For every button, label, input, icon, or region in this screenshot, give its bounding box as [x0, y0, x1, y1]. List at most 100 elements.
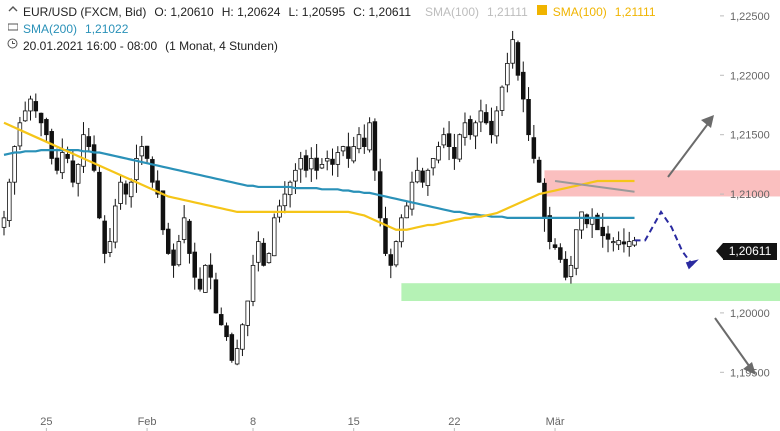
- candle-body: [457, 134, 462, 160]
- x-tick-label: 22: [448, 416, 460, 428]
- candle-body: [446, 133, 452, 147]
- projection-arrowhead: [685, 259, 699, 270]
- candle-body: [139, 146, 145, 157]
- candle-body: [626, 241, 632, 247]
- candle-body: [107, 241, 113, 253]
- candle-body: [441, 134, 447, 146]
- candle-body: [213, 279, 219, 314]
- arrow-up-head: [701, 115, 714, 128]
- candle-body: [245, 300, 250, 326]
- legend-sma200-label: SMA(200): [23, 22, 78, 36]
- candle-body: [293, 169, 298, 182]
- candle-body: [452, 147, 457, 159]
- arrow-up-line: [667, 120, 711, 178]
- candle-body: [261, 242, 266, 266]
- candle-body: [605, 233, 611, 240]
- candle-body: [510, 39, 515, 64]
- candle-body: [356, 134, 362, 150]
- x-tick-label: 25: [40, 416, 52, 428]
- candle-body: [91, 144, 97, 171]
- candle-body: [155, 180, 160, 195]
- candle-body: [7, 181, 12, 221]
- candle-body: [234, 348, 240, 365]
- candle-body: [176, 241, 182, 266]
- candle-body: [128, 181, 134, 198]
- candle-body: [600, 226, 605, 237]
- candle-body: [372, 121, 378, 171]
- candle-body: [478, 110, 484, 123]
- candle-body: [287, 181, 293, 196]
- arrow-down-line: [714, 317, 753, 371]
- x-tick-label: Mär: [546, 416, 565, 428]
- candle-body: [240, 324, 245, 350]
- arrow-down-head: [743, 362, 756, 375]
- candle-body: [335, 152, 341, 165]
- legend-sma100-grey-value: 1,21111: [487, 5, 528, 19]
- candle-body: [404, 205, 409, 219]
- candle-body: [515, 42, 521, 76]
- candle-body: [60, 152, 65, 174]
- candle-body: [340, 146, 346, 152]
- y-tick-label: 1,22000: [730, 70, 770, 82]
- projection-line: [634, 210, 694, 266]
- candle-body: [558, 247, 563, 260]
- legend-interval: (1 Monat, 4 Stunden): [165, 39, 278, 53]
- candle-body: [208, 264, 213, 278]
- y-tick-label: 1,21000: [730, 189, 770, 201]
- candle-body: [28, 98, 33, 112]
- candle-body: [531, 137, 537, 159]
- legend-sma100-grey-label: SMA(100): [425, 5, 480, 19]
- sma100-grey-line: [554, 180, 635, 193]
- candle-body: [595, 214, 600, 231]
- candle-body: [319, 163, 325, 169]
- candle-body: [165, 228, 171, 254]
- candle-body: [192, 251, 198, 278]
- y-tick-label: 1,20000: [730, 308, 770, 320]
- candle-body: [552, 244, 558, 248]
- legend-symbol: EUR/USD (FXCM, Bid): [23, 5, 147, 19]
- candle-body: [150, 159, 155, 183]
- candle-body: [346, 146, 351, 159]
- legend-low: L: 1,20595: [288, 5, 346, 19]
- candle-body: [1, 217, 7, 228]
- sma200-line: [3, 149, 635, 219]
- candle-body: [409, 181, 415, 210]
- candle-body: [118, 181, 123, 204]
- candle-body: [86, 136, 92, 147]
- candle-body: [616, 240, 621, 246]
- candle-body: [54, 157, 60, 171]
- candle-body: [250, 264, 256, 302]
- candle-body: [75, 163, 81, 184]
- candle-body: [113, 205, 118, 243]
- candle-body: [171, 249, 176, 266]
- candle-body: [579, 211, 584, 231]
- candle-body: [17, 122, 23, 147]
- candle-body: [542, 182, 547, 219]
- candle-body: [367, 122, 372, 151]
- candle-body: [65, 154, 70, 159]
- candle-body: [324, 158, 330, 162]
- candle-body: [430, 158, 436, 169]
- candle-body: [218, 314, 224, 326]
- candle-body: [203, 264, 208, 293]
- legend-row-sma200: SMA(200) 1,21022: [6, 21, 656, 38]
- swatch-icon: [536, 4, 549, 21]
- candle-body: [547, 215, 553, 243]
- candle-body: [351, 146, 356, 162]
- candle-body: [123, 183, 129, 195]
- candle-body: [383, 218, 388, 254]
- x-tick-label: Feb: [138, 416, 157, 428]
- candle-body: [420, 170, 425, 183]
- candle-body: [330, 158, 335, 165]
- candle-body: [436, 146, 441, 161]
- x-tick-label: 8: [250, 416, 256, 428]
- legend-open: O: 1,20610: [154, 5, 214, 19]
- candle-body: [181, 217, 187, 240]
- legend-sma100-value: 1,21111: [614, 5, 656, 19]
- candle-body: [70, 160, 76, 183]
- candle-body: [298, 158, 303, 170]
- chevron-icon[interactable]: [6, 4, 19, 21]
- legend-high: H: 1,20624: [221, 5, 281, 19]
